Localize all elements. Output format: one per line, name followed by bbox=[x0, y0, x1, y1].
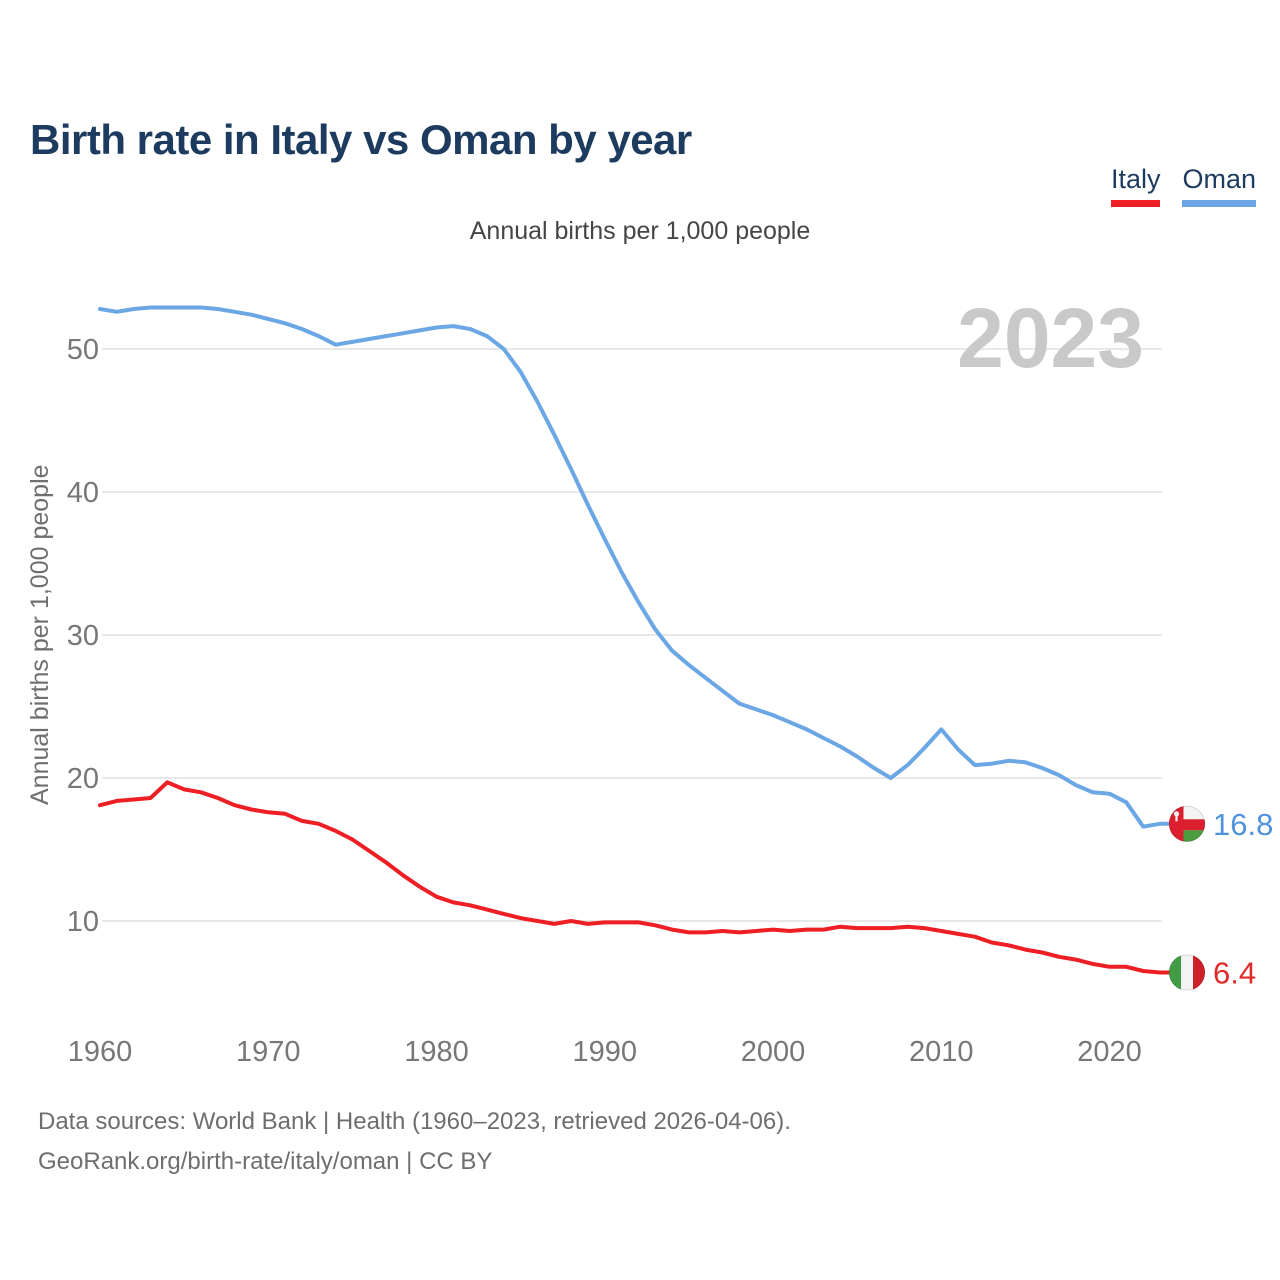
svg-text:1970: 1970 bbox=[236, 1036, 301, 1068]
svg-text:1990: 1990 bbox=[573, 1036, 638, 1068]
svg-text:40: 40 bbox=[67, 477, 99, 509]
svg-text:2020: 2020 bbox=[1077, 1036, 1142, 1068]
oman-flag-icon bbox=[1168, 805, 1206, 842]
svg-text:10: 10 bbox=[67, 906, 99, 938]
chart-subtitle: Annual births per 1,000 people bbox=[469, 217, 811, 245]
legend-item-oman[interactable]: Oman bbox=[1182, 164, 1256, 207]
italy-line-series[interactable] bbox=[98, 780, 1174, 975]
legend: Italy Oman bbox=[1110, 164, 1256, 207]
footer-data-sources: Data sources: World Bank | Health (1960–… bbox=[38, 1108, 791, 1135]
svg-text:20: 20 bbox=[67, 763, 99, 795]
svg-text:2000: 2000 bbox=[741, 1036, 806, 1068]
italy-flag-icon bbox=[1168, 954, 1206, 991]
svg-text:2010: 2010 bbox=[909, 1036, 974, 1068]
svg-text:1960: 1960 bbox=[68, 1036, 133, 1068]
oman-end-label: 16.8 bbox=[1213, 807, 1273, 842]
italy-end-label: 6.4 bbox=[1213, 956, 1256, 991]
footer-attribution: GeoRank.org/birth-rate/italy/oman | CC B… bbox=[38, 1148, 493, 1175]
svg-text:50: 50 bbox=[67, 334, 99, 366]
footer: Data sources: World Bank | Health (1960–… bbox=[38, 1102, 791, 1182]
x-axis-ticks: 1960 1970 1980 1990 2000 2010 2020 bbox=[68, 1036, 1142, 1068]
svg-text:1980: 1980 bbox=[404, 1036, 469, 1068]
svg-text:30: 30 bbox=[67, 620, 99, 652]
oman-line-series[interactable] bbox=[98, 305, 1174, 829]
page-title: Birth rate in Italy vs Oman by year bbox=[30, 116, 692, 164]
gridlines bbox=[102, 348, 1162, 922]
y-axis-ticks: 10 20 30 40 50 bbox=[67, 334, 99, 938]
legend-item-italy[interactable]: Italy bbox=[1110, 164, 1161, 207]
